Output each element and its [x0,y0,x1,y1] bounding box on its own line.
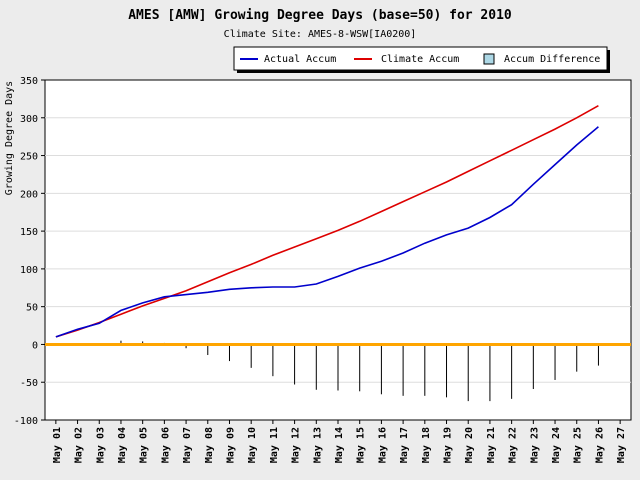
x-tick-label: May 21 [486,427,497,463]
x-tick-label: May 19 [443,427,454,463]
x-tick-label: May 23 [529,427,540,463]
x-tick-label: May 07 [182,427,193,463]
x-tick-label: May 10 [247,427,258,463]
legend-label-climate: Climate Accum [381,54,459,65]
x-tick-label: May 16 [377,427,388,463]
difference-bars [77,340,599,402]
legend-label-actual: Actual Accum [264,54,336,65]
x-tick-label: May 26 [594,427,605,463]
x-tick-label: May 27 [616,427,627,463]
series-lines [55,105,599,338]
x-tick-label: May 17 [399,427,410,463]
y-tick-label: 250 [20,152,38,163]
x-tick-label: May 15 [356,427,367,463]
legend-box [233,46,608,71]
x-axis-ticks: May 01 May 02 May 03 May 04 May 05 May 06 May … [52,420,627,463]
x-tick-label: May 18 [421,427,432,463]
x-tick-label: May 08 [204,427,215,463]
x-tick-label: May 09 [225,427,236,463]
y-tick-label: 50 [26,303,38,314]
y-tick-label: -100 [14,416,38,427]
y-tick-label: 300 [20,114,38,125]
x-tick-label: May 11 [269,427,280,463]
legend-label-difference: Accum Difference [504,54,600,65]
x-tick-label: May 03 [95,427,106,463]
x-tick-label: May 14 [334,427,345,463]
y-tick-label: 0 [32,340,38,351]
x-tick-label: May 05 [139,427,150,463]
x-tick-label: May 25 [573,427,584,463]
x-tick-label: May 02 [74,427,85,463]
y-tick-label: 150 [20,227,38,238]
x-tick-label: May 06 [160,427,171,463]
y-tick-label: 100 [20,265,38,276]
x-tick-label: May 20 [464,427,475,463]
x-tick-label: May 13 [312,427,323,463]
y-axis-label: Growing Degree Days [4,81,15,195]
x-tick-label: May 01 [52,427,63,463]
y-axis-ticks: -100 -50 0 50 100 150 200 250 300 350 [14,76,45,427]
x-tick-label: May 24 [551,427,562,463]
legend-swatch-difference [483,53,495,65]
chart-subtitle: Climate Site: AMES-8-WSW[IA0200] [224,29,417,40]
y-tick-label: 200 [20,189,38,200]
y-tick-label: -50 [20,378,38,389]
x-tick-label: May 04 [117,427,128,463]
x-tick-label: May 12 [291,427,302,463]
x-tick-label: May 22 [508,427,519,463]
legend: Actual Accum Climate Accum Accum Differe… [233,46,610,73]
y-tick-label: 350 [20,76,38,87]
climate-accum-line [55,105,599,338]
actual-accum-line [55,126,599,338]
chart-title: AMES [AMW] Growing Degree Days (base=50)… [128,8,512,23]
